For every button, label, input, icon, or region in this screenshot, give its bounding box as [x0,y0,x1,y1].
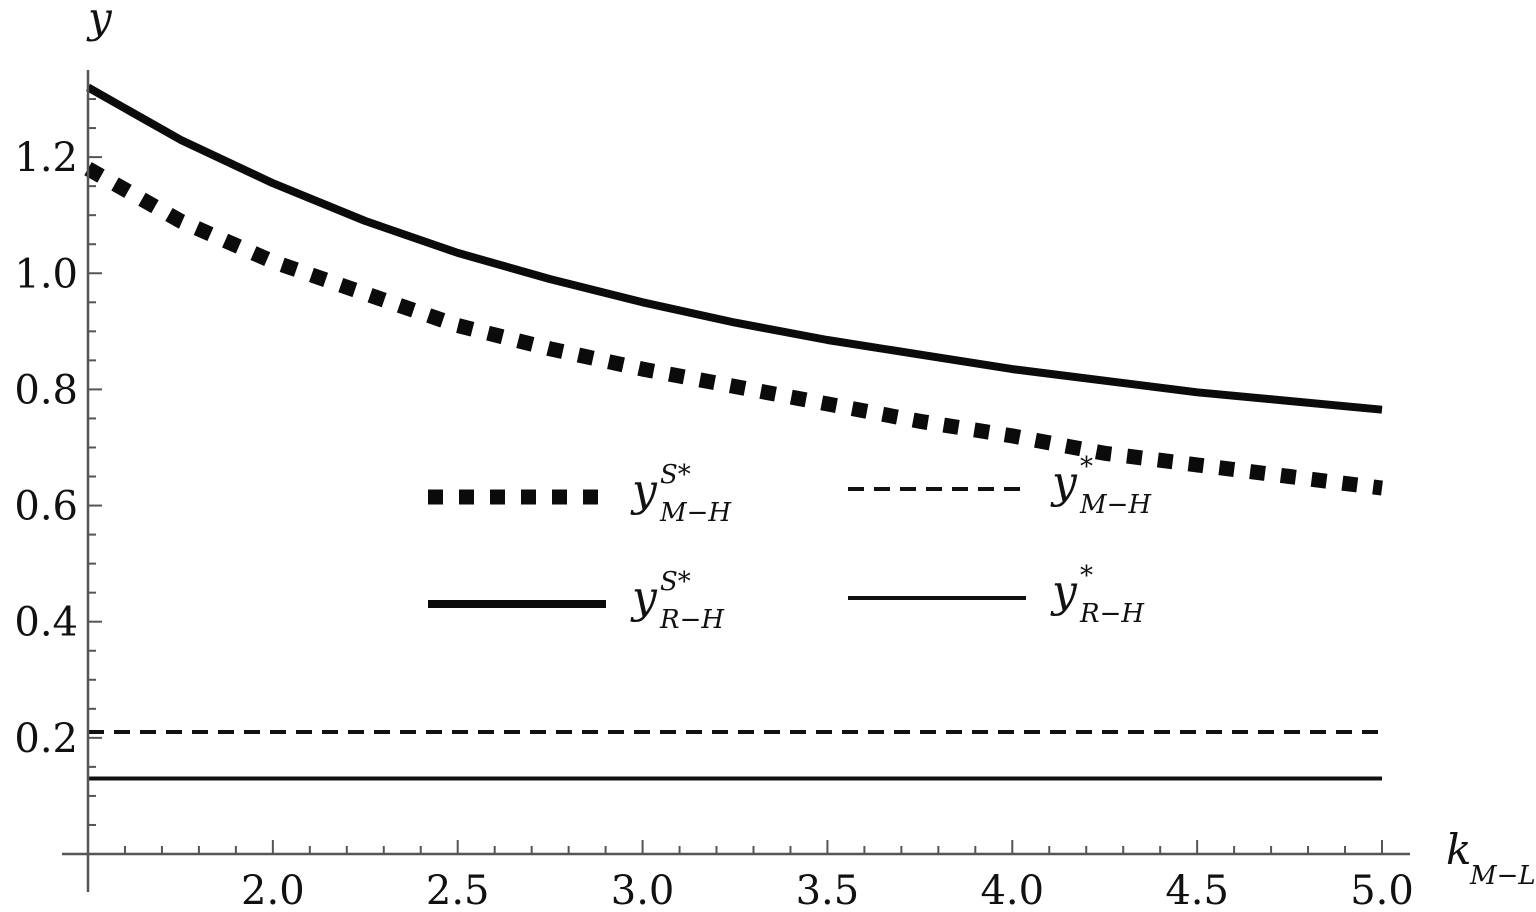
legend-label-superscript: * [1080,452,1093,482]
legend-label: y [1050,457,1078,508]
y-tick-label: 0.6 [14,484,78,530]
legend-label-superscript: S* [660,567,691,597]
legend-label-superscript: * [1080,561,1093,591]
x-axis-label-subscript: M−L [1469,861,1536,891]
x-tick-label: 4.5 [1165,868,1229,912]
legend-item-3: y S* R−H [428,567,725,635]
x-axis-label: k [1446,825,1471,874]
y-axis-label: y [86,0,113,42]
legend-label: y [630,465,658,516]
y-tick-label: 0.4 [14,600,78,646]
legend-label: y [1050,566,1078,617]
legend-label-superscript: S* [660,460,691,490]
x-tick-label: 2.0 [241,868,305,912]
legend: y S*M−Hy *M−Hy S*R−Hy *R−H [428,452,1152,635]
series-line-3 [86,83,1383,414]
x-tick-label: 3.0 [611,868,675,912]
axes-layer [62,70,1410,892]
ticks-layer: 2.0 2.5 3.0 3.5 4.0 4.5 5.0 0.2 0.4 0.6 0.8 1.0 1.2 [14,98,1414,912]
x-tick-label: 2.5 [426,868,490,912]
legend-label: y [630,572,658,623]
y-tick-label: 1.2 [14,135,78,181]
y-tick-label: 1.0 [14,251,78,297]
legend-label-subscript: M−H [659,498,732,528]
legend-item-1: y S* M−H [428,460,732,528]
legend-label-subscript: M−H [1079,490,1152,520]
series-layer [84,83,1383,781]
y-tick-label: 0.8 [14,367,78,413]
x-tick-label: 3.5 [796,868,860,912]
legend-label-subscript: R−H [659,605,725,635]
series-line-1 [84,162,1383,496]
y-tick-label: 0.2 [14,716,78,762]
labels-layer: y k M−L [86,0,1536,891]
x-tick-label: 4.0 [980,868,1044,912]
x-tick-label: 5.0 [1350,868,1414,912]
legend-item-2: y * M−H [848,452,1152,520]
legend-item-4: y * R−H [848,561,1145,629]
legend-label-subscript: R−H [1079,599,1145,629]
